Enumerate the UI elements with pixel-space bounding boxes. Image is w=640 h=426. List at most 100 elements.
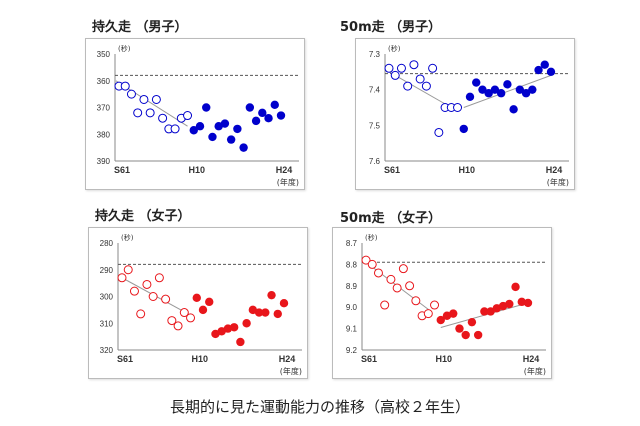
filled-marker — [436, 315, 445, 325]
filled-marker — [505, 299, 514, 309]
filled-marker — [233, 124, 242, 134]
filled-marker — [189, 126, 198, 135]
x-tick-label: H10 — [189, 165, 206, 175]
filled-marker — [279, 298, 289, 308]
y-tick-label: 7.4 — [369, 86, 381, 95]
chart-svg: 7.3 7.4 7.5 7.6 (秒) S61 H10 H24 (年度) — [369, 44, 569, 187]
filled-marker — [490, 85, 500, 94]
y-tick-label: 290 — [100, 266, 114, 275]
y-tick-label: 9.2 — [346, 346, 358, 355]
filled-marker — [267, 290, 276, 300]
chart-title-50m-boys: 50m走 （男子） — [340, 20, 442, 35]
filled-marker — [254, 308, 264, 317]
y-tick-label: 8.8 — [346, 260, 358, 269]
open-marker — [120, 81, 130, 91]
open-marker — [403, 81, 413, 91]
y-axis-unit: (秒) — [365, 233, 378, 242]
open-marker — [421, 81, 431, 91]
chart-title-endurance-girls: 持久走 （女子） — [95, 209, 191, 224]
filled-marker — [251, 116, 261, 126]
x-tick-label: H10 — [192, 354, 209, 364]
y-axis-unit: (秒) — [388, 44, 401, 53]
filled-marker — [195, 122, 205, 131]
chart-svg: 280 290 300 310 320 (秒) S61 H10 H24 (年度) — [100, 233, 302, 376]
y-tick-label: 300 — [100, 293, 114, 302]
filled-marker — [270, 100, 279, 110]
filled-marker — [264, 114, 273, 123]
filled-marker — [472, 78, 481, 87]
open-marker — [123, 265, 133, 275]
y-tick-label: 360 — [97, 77, 111, 86]
x-tick-label: S61 — [114, 165, 130, 175]
open-marker — [405, 281, 415, 291]
filled-marker — [258, 108, 267, 118]
chart-svg: 8.7 8.8 8.9 9.0 9.1 9.2 (秒) S61 H10 H24 (年度) — [346, 233, 546, 376]
x-tick-label: H10 — [459, 165, 476, 175]
filled-marker — [198, 305, 208, 315]
x-axis-unit: (年度) — [524, 366, 546, 376]
filled-marker — [478, 85, 487, 94]
filled-marker — [223, 324, 233, 333]
x-tick-label: H24 — [276, 165, 293, 175]
filled-marker — [449, 309, 458, 318]
open-marker — [453, 103, 463, 112]
y-tick-label: 310 — [100, 319, 114, 328]
filled-marker — [503, 80, 512, 89]
open-marker — [133, 108, 143, 118]
open-marker — [129, 286, 139, 296]
filled-marker — [496, 89, 506, 98]
figure-caption: 長期的に見た運動能力の推移（高校２年生） — [169, 398, 470, 416]
filled-marker — [455, 324, 464, 333]
y-tick-label: 380 — [97, 130, 111, 139]
y-tick-label: 7.3 — [369, 50, 381, 59]
filled-marker — [242, 319, 251, 328]
y-tick-label: 7.6 — [369, 157, 381, 166]
open-marker — [430, 300, 440, 310]
open-marker — [423, 309, 433, 319]
open-marker — [139, 94, 149, 104]
open-marker — [409, 60, 419, 70]
filled-marker — [521, 89, 531, 98]
x-axis-unit: (年度) — [547, 177, 569, 187]
filled-marker — [517, 297, 526, 307]
y-axis-unit: (秒) — [121, 233, 134, 242]
open-marker — [151, 94, 161, 104]
y-tick-label: 8.9 — [346, 282, 358, 291]
x-tick-label: S61 — [384, 165, 400, 175]
y-tick-label: 280 — [100, 239, 114, 248]
filled-marker — [540, 60, 549, 69]
open-marker — [126, 89, 136, 99]
x-tick-label: S61 — [117, 354, 133, 364]
open-marker — [167, 316, 177, 326]
filled-marker — [245, 103, 255, 112]
open-marker — [142, 279, 152, 289]
open-marker — [415, 74, 425, 84]
open-marker — [154, 273, 164, 283]
filled-marker — [202, 103, 211, 112]
open-marker — [186, 313, 196, 323]
chart-50m-boys: 7.3 7.4 7.5 7.6 (秒) S61 H10 H24 (年度) — [355, 38, 575, 190]
filled-marker — [236, 337, 245, 347]
y-tick-label: 350 — [97, 50, 111, 59]
open-marker — [398, 264, 408, 274]
open-marker — [380, 300, 390, 310]
filled-marker — [528, 85, 537, 94]
open-marker — [396, 63, 406, 73]
open-marker — [367, 259, 377, 269]
y-tick-label: 390 — [97, 157, 111, 166]
open-marker — [117, 273, 127, 283]
x-tick-label: H24 — [523, 354, 540, 364]
open-marker — [173, 321, 183, 331]
open-marker — [179, 308, 189, 318]
filled-marker — [459, 124, 468, 134]
open-marker — [428, 63, 438, 73]
open-marker — [384, 63, 394, 73]
filled-marker — [220, 119, 230, 128]
filled-marker — [205, 297, 214, 307]
y-axis-unit: (秒) — [118, 44, 131, 53]
open-marker — [148, 292, 158, 301]
open-marker — [183, 111, 193, 121]
filled-marker — [509, 105, 518, 114]
trend-line — [463, 74, 552, 108]
open-marker — [136, 309, 146, 319]
